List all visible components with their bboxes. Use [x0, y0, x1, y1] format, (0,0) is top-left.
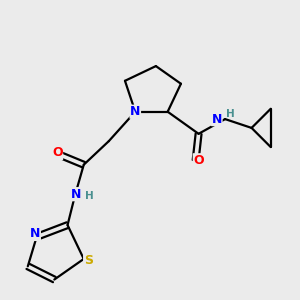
Text: O: O	[193, 154, 204, 167]
Text: N: N	[30, 227, 40, 240]
Text: N: N	[212, 112, 222, 126]
Text: H: H	[85, 190, 94, 201]
Text: H: H	[226, 109, 235, 119]
Text: S: S	[84, 254, 93, 267]
Text: N: N	[130, 105, 140, 118]
Text: O: O	[52, 146, 63, 159]
Text: N: N	[71, 188, 82, 201]
